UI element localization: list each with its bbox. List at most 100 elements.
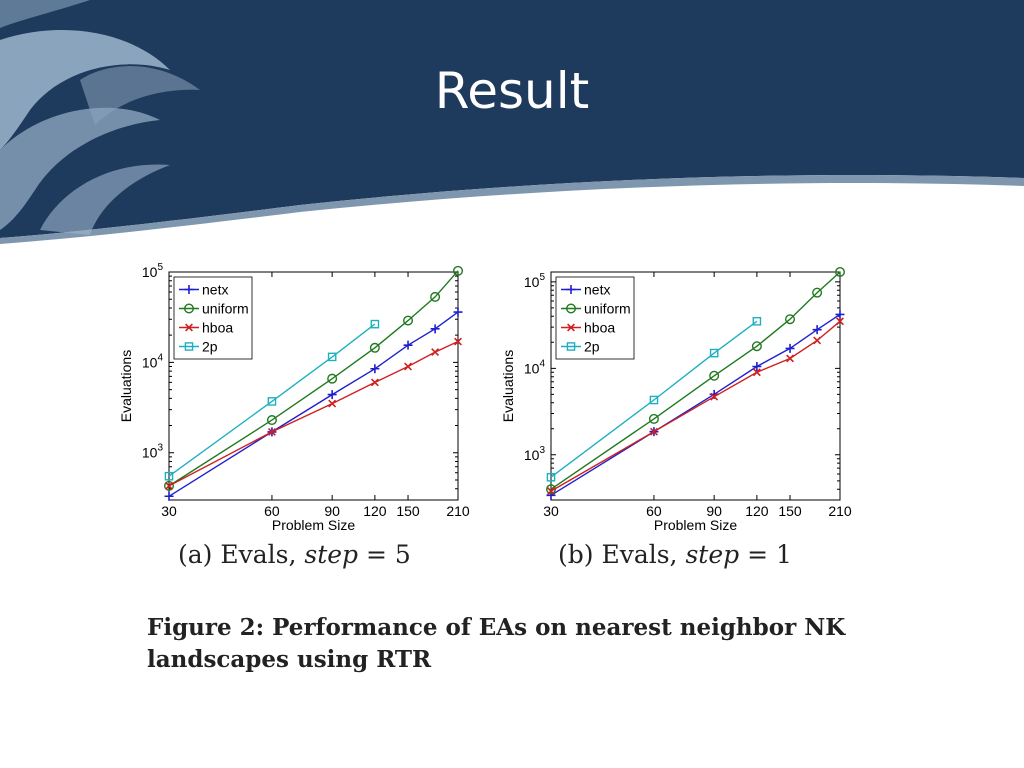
series-line-uniform (168, 270, 459, 487)
decorative-swirl (0, 0, 200, 235)
legend-marker (184, 342, 194, 351)
data-point-hboa (649, 427, 658, 436)
data-point-uniform (430, 291, 441, 302)
data-point-uniform (327, 373, 338, 384)
data-point-uniform (369, 342, 380, 353)
y-tick-label: 105 (524, 272, 546, 290)
y-tick-label: 103 (524, 445, 546, 463)
legend-marker (566, 342, 576, 351)
x-tick-label: 210 (828, 503, 852, 519)
chart-b: 30 60 90 120 150 210 103 104 105 Problem Size Eval… (500, 266, 852, 533)
data-point-hboa (813, 336, 822, 345)
x-tick-label: 60 (264, 503, 280, 519)
x-tick-label: 120 (363, 503, 387, 519)
legend: netx uniform hboa 2p (173, 276, 253, 360)
data-point-hboa (404, 362, 412, 371)
data-point-hboa (710, 392, 719, 401)
x-tick-label: 30 (161, 503, 177, 519)
series-line-uniform (550, 271, 841, 490)
y-tick-label: 105 (142, 262, 164, 280)
y-tick-label: 103 (142, 443, 164, 461)
data-point-netx (752, 361, 762, 371)
data-point-netx (453, 307, 463, 317)
data-point-uniform (835, 266, 846, 278)
legend-label: uniform (202, 301, 249, 317)
data-point-hboa (267, 427, 276, 436)
data-point-netx (835, 309, 845, 319)
data-point-uniform (751, 341, 762, 352)
legend-label: netx (584, 282, 610, 298)
legend-marker (184, 285, 194, 294)
data-point-netx (785, 343, 795, 353)
x-tick-label: 150 (396, 503, 420, 519)
data-point-uniform (403, 315, 414, 326)
x-axis-label: Problem Size (272, 517, 355, 533)
y-axis-label: Evaluations (118, 350, 134, 422)
figure-caption: Figure 2: Performance of EAs on nearest … (147, 614, 846, 673)
series-2p (164, 319, 380, 481)
legend-label: hboa (202, 320, 233, 336)
y-tick-label: 104 (524, 358, 546, 376)
data-point-hboa (431, 348, 440, 357)
data-point-uniform (709, 370, 720, 381)
x-tick-label: 90 (324, 503, 340, 519)
data-point-uniform (785, 314, 796, 325)
chart-b-caption: (b) Evals, step = 1 (558, 540, 792, 569)
data-point-2p (327, 352, 337, 362)
data-point-netx (812, 325, 822, 335)
legend-label: 2p (202, 339, 218, 355)
data-point-netx (546, 490, 556, 500)
data-point-hboa (165, 481, 173, 490)
y-axis-label: Evaluations (500, 350, 516, 422)
slide-title: Result (434, 62, 590, 120)
data-point-hboa (370, 378, 379, 387)
series-uniform (164, 265, 464, 491)
x-tick-label: 210 (446, 503, 470, 519)
data-point-hboa (328, 399, 337, 408)
series-2p (546, 316, 762, 482)
data-point-2p (752, 316, 762, 326)
data-point-uniform (648, 413, 659, 424)
x-axis-label: Problem Size (654, 517, 737, 533)
data-point-hboa (547, 487, 555, 496)
legend-marker (185, 323, 193, 332)
x-tick-label: 60 (646, 503, 662, 519)
data-point-netx (327, 390, 337, 400)
data-point-netx (403, 340, 413, 350)
data-point-2p (546, 472, 556, 482)
legend: netx uniform hboa 2p (555, 276, 635, 360)
series-line-2p (550, 320, 758, 478)
legend-label: 2p (584, 339, 600, 355)
x-tick-label: 150 (778, 503, 802, 519)
legend-marker (567, 323, 575, 332)
legend-box (555, 276, 635, 360)
data-point-2p (267, 397, 277, 406)
data-point-uniform (266, 415, 277, 426)
slide-header-banner (0, 0, 1024, 244)
y-tick-label: 104 (142, 352, 164, 370)
legend-label: uniform (584, 301, 631, 317)
chart-a: 30 60 90 120 150 210 103 104 105 Problem Size Eval… (118, 262, 470, 533)
data-point-2p (649, 395, 659, 405)
legend-label: netx (202, 282, 228, 298)
data-point-netx (430, 324, 440, 334)
legend-marker (565, 303, 576, 314)
data-point-hboa (786, 354, 794, 363)
data-point-2p (164, 471, 174, 481)
data-point-2p (370, 319, 380, 329)
legend-label: hboa (584, 320, 615, 336)
legend-box (173, 276, 253, 360)
data-point-netx (370, 364, 380, 374)
data-point-uniform (164, 480, 175, 491)
x-tick-label: 90 (706, 503, 722, 519)
data-point-hboa (752, 368, 761, 377)
chart-a-caption: (a) Evals, step = 5 (178, 540, 411, 569)
x-tick-label: 30 (543, 503, 559, 519)
data-point-hboa (454, 337, 462, 346)
series-hboa (165, 337, 462, 490)
data-point-uniform (453, 265, 464, 276)
data-point-netx (164, 491, 174, 501)
x-tick-label: 120 (745, 503, 769, 519)
series-hboa (547, 317, 844, 496)
series-line-2p (168, 323, 376, 477)
